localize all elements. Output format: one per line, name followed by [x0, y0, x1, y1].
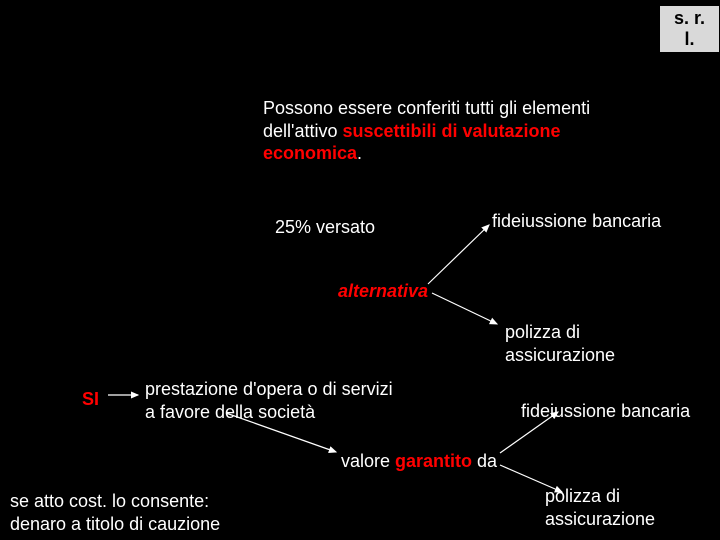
node-25-versato: 25% versato	[275, 216, 375, 239]
node-prestazione: prestazione d'opera o di servizi a favor…	[145, 378, 405, 423]
node-si: SI	[82, 388, 99, 411]
srl-badge: s. r. l.	[659, 5, 720, 53]
valore-suffix: da	[472, 451, 497, 471]
valore-highlight: garantito	[395, 451, 472, 471]
intro-suffix: .	[357, 143, 362, 163]
atto-line-1: se atto cost. lo consente:	[10, 490, 220, 513]
node-polizza-2: polizza di assicurazione	[545, 485, 695, 530]
node-fideiussione-2: fideiussione bancaria	[521, 400, 690, 423]
node-fideiussione-1: fideiussione bancaria	[492, 210, 661, 233]
valore-prefix: valore	[341, 451, 395, 471]
node-alternativa: alternativa	[338, 280, 428, 303]
arrow-line	[428, 225, 489, 284]
atto-line-2: denaro a titolo di cauzione	[10, 513, 220, 536]
node-polizza-1: polizza di assicurazione	[505, 321, 645, 366]
node-atto-cost: se atto cost. lo consente:denaro a titol…	[10, 490, 220, 535]
arrow-line	[432, 293, 497, 324]
node-valore-garantito: valore garantito da	[341, 450, 497, 473]
intro-text: Possono essere conferiti tutti gli eleme…	[263, 97, 633, 165]
